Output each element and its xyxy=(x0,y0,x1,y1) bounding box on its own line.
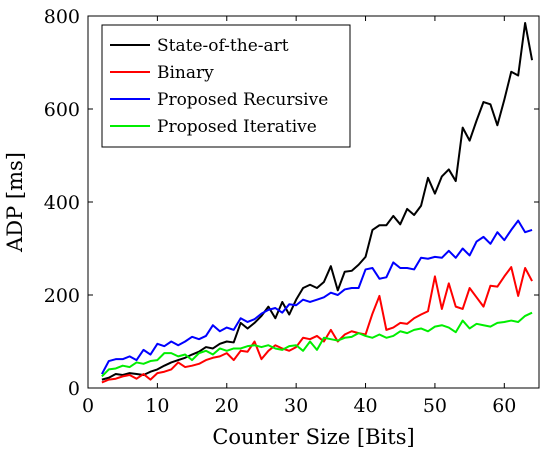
y-tick-label: 400 xyxy=(44,192,80,214)
y-tick-label: 800 xyxy=(44,6,80,28)
x-tick-label: 60 xyxy=(492,395,516,417)
x-tick-label: 0 xyxy=(82,395,94,417)
x-tick-label: 40 xyxy=(353,395,377,417)
legend-label-proposed-recursive: Proposed Recursive xyxy=(157,90,328,110)
x-axis-title: Counter Size [Bits] xyxy=(212,425,414,449)
y-axis-title: ADP [ms] xyxy=(3,152,27,253)
series-layer xyxy=(100,21,534,384)
y-tick-label: 0 xyxy=(68,378,80,400)
x-tick-label: 30 xyxy=(284,395,308,417)
legend-label-state-of-the-art: State-of-the-art xyxy=(157,36,289,56)
legend-label-proposed-iterative: Proposed Iterative xyxy=(157,117,317,137)
x-tick-label: 10 xyxy=(145,395,169,417)
x-tick-label: 50 xyxy=(423,395,447,417)
series-line-binary xyxy=(101,266,533,384)
y-tick-label: 600 xyxy=(44,99,80,121)
legend-label-binary: Binary xyxy=(157,63,214,83)
series-line-state-of-the-art xyxy=(101,21,534,381)
y-tick-label: 200 xyxy=(44,285,80,307)
legend: State-of-the-art Binary Proposed Recursive… xyxy=(101,24,351,148)
series-line-proposed-iterative xyxy=(101,311,533,378)
x-tick-label: 20 xyxy=(215,395,239,417)
series-line-proposed-recursive xyxy=(100,219,533,375)
